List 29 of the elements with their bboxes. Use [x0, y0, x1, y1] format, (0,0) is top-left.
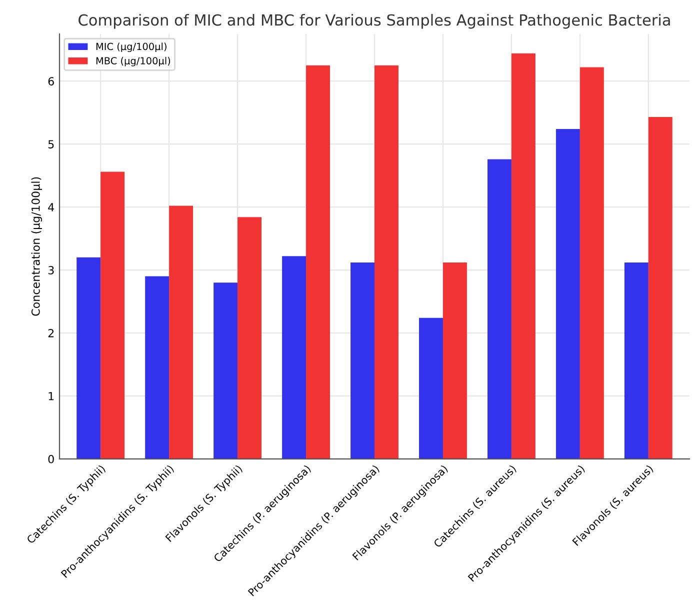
- bar: [487, 159, 512, 459]
- bar: [556, 128, 580, 459]
- bar: [145, 276, 170, 459]
- y-tick-label: 4: [48, 203, 54, 212]
- bar: [648, 117, 672, 459]
- bar: [374, 65, 398, 459]
- bar: [350, 262, 374, 459]
- y-axis-title: Concentration (µg/100µl): [31, 177, 42, 316]
- y-tick-label: 2: [48, 328, 54, 338]
- y-tick-label: 6: [48, 77, 54, 86]
- bar: [419, 318, 443, 459]
- bar: [580, 67, 604, 459]
- bar: [282, 256, 306, 459]
- legend-label: MIC (µg/100µl): [96, 42, 166, 52]
- bar: [624, 262, 648, 459]
- bar: [214, 282, 238, 459]
- y-tick-label: 5: [48, 140, 54, 148]
- bar: [442, 262, 467, 459]
- bar: [511, 53, 536, 459]
- bar: [306, 65, 330, 459]
- y-tick-label: 3: [48, 266, 54, 274]
- bar: [169, 206, 194, 459]
- y-tick-label: 0: [48, 454, 54, 464]
- bar: [100, 172, 125, 459]
- bar: [238, 217, 262, 459]
- legend-label: MBC (µg/100µl): [96, 56, 170, 66]
- chart-title: Comparison of MIC and MBC for Various Samples Against Pathogenic Bacteria: [78, 14, 670, 29]
- y-tick-label: 1: [48, 392, 54, 400]
- bar: [76, 257, 101, 459]
